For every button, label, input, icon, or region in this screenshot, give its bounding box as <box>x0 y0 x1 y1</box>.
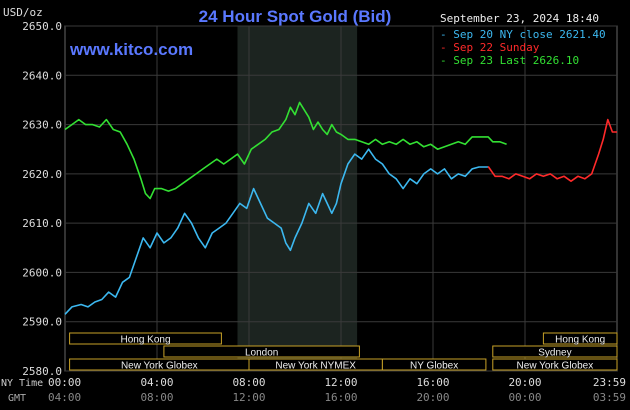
session-bar <box>163 345 360 358</box>
x-tick-gmt: 12:00 <box>232 391 265 404</box>
x-tick-ny: 00:00 <box>48 376 81 389</box>
session-label: Hong Kong <box>555 335 605 346</box>
session-label: NY Globex <box>410 361 458 372</box>
x-tick-ny: 04:00 <box>140 376 173 389</box>
x-tick-gmt: 03:59 <box>593 391 626 404</box>
y-tick-label: 2610.0 <box>22 217 62 230</box>
x-tick-gmt: 08:00 <box>140 391 173 404</box>
legend-entry: - Sep 22 Sunday <box>440 41 540 54</box>
y-unit-label: USD/oz <box>3 6 43 19</box>
session-bar <box>492 345 618 358</box>
session-bar <box>69 332 222 345</box>
timestamp: September 23, 2024 18:40 <box>440 12 599 25</box>
x-tick-ny: 08:00 <box>232 376 265 389</box>
x-tick-ny: 20:00 <box>508 376 541 389</box>
session-bar <box>381 358 487 371</box>
legend-entry: - Sep 23 Last 2626.10 <box>440 54 579 67</box>
watermark: www.kitco.com <box>69 40 193 59</box>
x-tick-gmt: 20:00 <box>416 391 449 404</box>
x-tick-gmt: 00:00 <box>508 391 541 404</box>
x-tick-ny: 23:59 <box>593 376 626 389</box>
x-tick-ny: 16:00 <box>416 376 449 389</box>
y-tick-label: 2590.0 <box>22 316 62 329</box>
x-tick-gmt: 04:00 <box>48 391 81 404</box>
session-label: Sydney <box>538 348 571 359</box>
session-label: New York NYMEX <box>275 361 356 372</box>
x-tick-gmt: 16:00 <box>324 391 357 404</box>
x-tick-ny: 12:00 <box>324 376 357 389</box>
series-line-3 <box>64 101 507 200</box>
y-tick-label: 2620.0 <box>22 168 62 181</box>
session-bar <box>492 358 618 371</box>
session-bar <box>542 332 618 345</box>
x-label-ny: NY Time <box>1 378 43 389</box>
session-label: London <box>245 348 278 359</box>
session-label: New York Globex <box>517 361 594 372</box>
series-line-2 <box>487 118 617 182</box>
session-label: New York Globex <box>121 361 198 372</box>
y-tick-label: 2600.0 <box>22 266 62 279</box>
y-tick-label: 2640.0 <box>22 69 62 82</box>
legend-entry: - Sep 20 NY close 2621.40 <box>440 28 606 41</box>
y-tick-label: 2650.0 <box>22 20 62 33</box>
series-line-1 <box>64 148 489 315</box>
session-label: Hong Kong <box>120 335 170 346</box>
session-highlight <box>237 26 358 371</box>
y-tick-label: 2630.0 <box>22 119 62 132</box>
x-label-gmt: GMT <box>8 393 26 404</box>
y-tick-label: 2580.0 <box>22 365 62 378</box>
chart-title: 24 Hour Spot Gold (Bid) <box>199 7 392 26</box>
